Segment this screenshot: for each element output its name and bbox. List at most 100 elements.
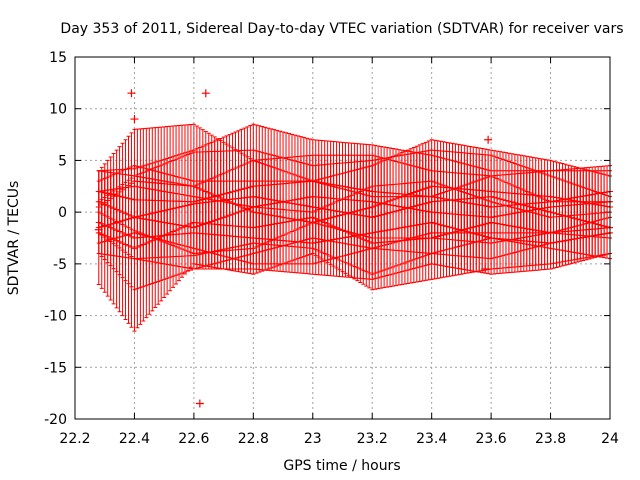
data-point-marker bbox=[387, 226, 394, 233]
data-point-marker bbox=[312, 215, 319, 222]
data-point-marker bbox=[342, 234, 349, 241]
data-point-marker bbox=[508, 199, 515, 206]
data-point-marker bbox=[425, 199, 432, 206]
data-point-marker bbox=[110, 225, 117, 232]
outlier-point bbox=[130, 115, 139, 124]
data-point-marker bbox=[428, 235, 435, 241]
data-point-marker bbox=[413, 222, 420, 229]
data-point-marker bbox=[116, 238, 123, 245]
data-point-marker bbox=[452, 228, 459, 235]
data-point-marker bbox=[176, 204, 183, 211]
data-point-marker bbox=[404, 191, 411, 198]
data-point-marker bbox=[214, 216, 221, 223]
data-point-marker bbox=[116, 207, 123, 214]
data-point-marker bbox=[577, 193, 584, 200]
data-point-marker bbox=[413, 188, 420, 195]
data-point-marker bbox=[187, 224, 194, 231]
data-point-marker bbox=[482, 233, 489, 240]
data-point-marker bbox=[378, 211, 385, 218]
data-point-marker bbox=[277, 213, 284, 220]
data-point-marker bbox=[577, 216, 584, 223]
data-point-marker bbox=[574, 235, 581, 242]
data-point-marker bbox=[431, 220, 438, 227]
y-tick-label: 15 bbox=[49, 50, 67, 66]
data-point-marker bbox=[342, 183, 349, 190]
data-point-marker bbox=[401, 204, 408, 211]
data-point-marker bbox=[259, 223, 266, 230]
axis-ticks: 22.2 22.4 22.6 22.8 23 23.2 23.4 23.6 23.8 24 -20 -… bbox=[44, 50, 619, 447]
data-point-marker bbox=[398, 203, 405, 210]
data-point-marker bbox=[199, 187, 206, 194]
data-point-marker bbox=[517, 209, 524, 216]
data-point-marker bbox=[104, 190, 111, 197]
data-point-marker bbox=[208, 191, 215, 198]
data-point-marker bbox=[220, 214, 227, 221]
data-point-marker bbox=[241, 207, 248, 214]
data-point-marker bbox=[333, 236, 340, 243]
data-point-marker bbox=[235, 187, 242, 194]
data-point-marker bbox=[268, 212, 275, 219]
data-point-marker bbox=[244, 206, 251, 213]
data-point-marker bbox=[401, 192, 408, 199]
data-point-marker bbox=[580, 217, 587, 224]
outlier-point bbox=[127, 89, 136, 98]
data-point-marker bbox=[223, 190, 230, 197]
data-point-marker bbox=[529, 226, 536, 233]
data-point-marker bbox=[345, 210, 352, 217]
x-tick-label: 23.6 bbox=[476, 431, 507, 447]
data-point-marker bbox=[491, 220, 498, 227]
data-point-marker bbox=[544, 204, 551, 211]
data-point-marker bbox=[354, 233, 361, 240]
data-point-marker bbox=[131, 214, 138, 221]
data-point-marker bbox=[491, 194, 498, 201]
data-point-marker bbox=[324, 215, 331, 222]
data-point-marker bbox=[404, 223, 411, 230]
data-point-marker bbox=[479, 202, 486, 209]
data-point-marker bbox=[553, 239, 560, 246]
data-point-marker bbox=[351, 185, 358, 192]
data-point-marker bbox=[404, 205, 411, 212]
data-point-marker bbox=[179, 222, 185, 229]
data-point-marker bbox=[574, 216, 581, 223]
data-point-marker bbox=[164, 231, 171, 238]
data-point-marker bbox=[419, 201, 426, 208]
data-point-marker bbox=[327, 222, 334, 229]
data-point-marker bbox=[286, 218, 292, 225]
data-point-marker bbox=[520, 202, 527, 209]
data-point-marker bbox=[158, 208, 165, 215]
data-point-marker bbox=[315, 216, 322, 223]
data-point-marker bbox=[395, 203, 402, 210]
y-tick-label: -10 bbox=[44, 309, 67, 325]
data-point-marker bbox=[167, 206, 174, 213]
data-point-marker bbox=[208, 218, 215, 225]
data-point-marker bbox=[565, 213, 572, 220]
data-point-marker bbox=[562, 213, 569, 220]
data-point-marker bbox=[158, 218, 165, 225]
data-point-marker bbox=[422, 220, 429, 227]
data-point-marker bbox=[375, 212, 382, 219]
data-point-marker bbox=[505, 222, 512, 229]
data-point-marker bbox=[514, 209, 521, 216]
data-point-marker bbox=[425, 220, 432, 227]
data-point-marker bbox=[583, 233, 590, 240]
data-point-marker bbox=[119, 240, 126, 247]
data-point-marker bbox=[149, 237, 156, 244]
data-point-marker bbox=[443, 223, 450, 230]
data-point-marker bbox=[419, 207, 426, 214]
x-tick-label: 24 bbox=[601, 431, 619, 447]
data-point-marker bbox=[202, 220, 209, 227]
data-point-marker bbox=[461, 226, 468, 233]
data-point-marker bbox=[122, 231, 129, 238]
data-point-marker bbox=[476, 222, 483, 229]
data-point-marker bbox=[324, 220, 331, 227]
x-tick-label: 22.6 bbox=[178, 431, 209, 447]
data-point-marker bbox=[274, 220, 281, 227]
data-point-marker bbox=[565, 237, 572, 244]
y-axis-label: SDTVAR / TECUs bbox=[6, 181, 22, 296]
data-point-marker bbox=[223, 197, 230, 204]
data-point-marker bbox=[196, 222, 203, 229]
data-point-marker bbox=[378, 228, 385, 235]
data-point-marker bbox=[113, 227, 120, 234]
data-point-marker bbox=[140, 241, 147, 248]
data-point-marker bbox=[190, 224, 197, 231]
